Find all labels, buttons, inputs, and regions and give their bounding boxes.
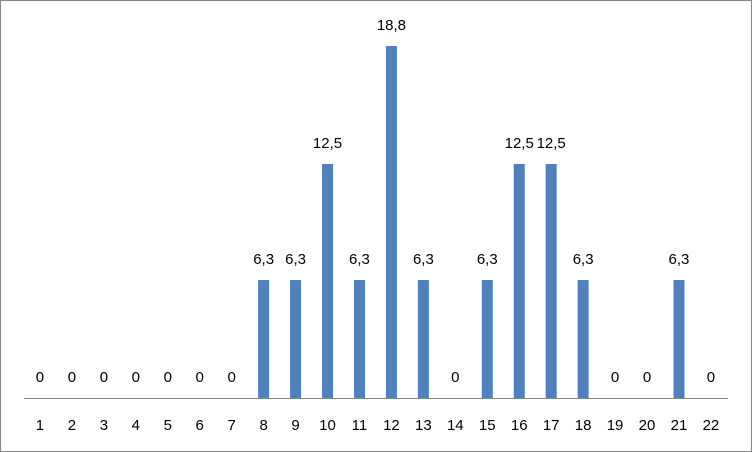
data-label: 0 — [100, 369, 108, 386]
data-label: 12,5 — [537, 135, 566, 152]
x-tick-label: 19 — [607, 417, 624, 434]
x-tick-label: 18 — [575, 417, 592, 434]
x-tick-label: 1 — [36, 417, 44, 434]
data-label: 0 — [228, 369, 236, 386]
x-tick-label: 3 — [100, 417, 108, 434]
x-tick-label: 7 — [228, 417, 236, 434]
x-tick-label: 13 — [415, 417, 432, 434]
data-label: 12,5 — [313, 135, 342, 152]
data-label: 0 — [164, 369, 172, 386]
data-label: 0 — [196, 369, 204, 386]
bar — [673, 280, 685, 398]
x-tick-label: 14 — [447, 417, 464, 434]
x-tick-label: 5 — [164, 417, 172, 434]
x-tick-label: 15 — [479, 417, 496, 434]
bar — [385, 46, 397, 398]
data-label: 6,3 — [573, 251, 594, 268]
bar — [545, 163, 557, 398]
data-label: 0 — [132, 369, 140, 386]
bar — [577, 280, 589, 398]
x-tick-label: 10 — [319, 417, 336, 434]
data-label: 0 — [611, 369, 619, 386]
x-tick-label: 2 — [68, 417, 76, 434]
bar — [290, 280, 302, 398]
x-tick-label: 22 — [703, 417, 720, 434]
data-label: 0 — [707, 369, 715, 386]
data-label: 0 — [643, 369, 651, 386]
data-label: 6,3 — [253, 251, 274, 268]
bar — [513, 163, 525, 398]
x-tick-label: 20 — [639, 417, 656, 434]
data-label: 6,3 — [413, 251, 434, 268]
x-tick-label: 9 — [291, 417, 299, 434]
bar — [258, 280, 270, 398]
data-label: 6,3 — [285, 251, 306, 268]
data-label: 6,3 — [349, 251, 370, 268]
x-tick-label: 8 — [259, 417, 267, 434]
bar — [417, 280, 429, 398]
x-tick-label: 17 — [543, 417, 560, 434]
data-label: 6,3 — [669, 251, 690, 268]
x-tick-label: 6 — [196, 417, 204, 434]
data-label: 12,5 — [505, 135, 534, 152]
x-tick-label: 4 — [132, 417, 140, 434]
x-tick-label: 12 — [383, 417, 400, 434]
bar — [322, 163, 334, 398]
data-label: 0 — [68, 369, 76, 386]
bar — [481, 280, 493, 398]
x-tick-label: 21 — [671, 417, 688, 434]
data-label: 18,8 — [377, 17, 406, 34]
data-label: 6,3 — [477, 251, 498, 268]
bar — [353, 280, 365, 398]
data-label: 0 — [36, 369, 44, 386]
x-tick-label: 11 — [352, 417, 368, 434]
x-tick-label: 16 — [511, 417, 528, 434]
data-label: 0 — [451, 369, 459, 386]
